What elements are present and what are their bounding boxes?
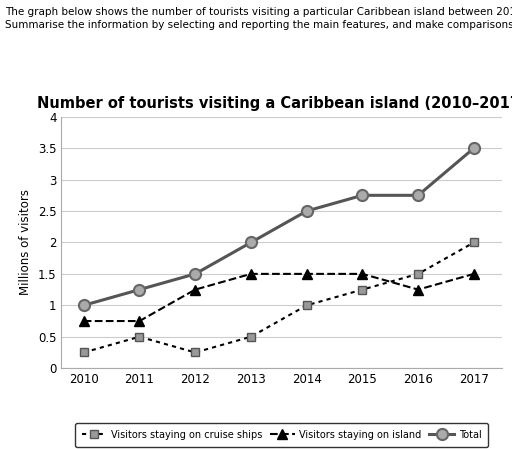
Y-axis label: Millions of visitors: Millions of visitors (19, 189, 32, 295)
Text: The graph below shows the number of tourists visiting a particular Caribbean isl: The graph below shows the number of tour… (5, 7, 512, 17)
Legend: Visitors staying on cruise ships, Visitors staying on island, Total: Visitors staying on cruise ships, Visito… (75, 423, 488, 447)
Text: Summarise the information by selecting and reporting the main features, and make: Summarise the information by selecting a… (5, 20, 512, 30)
Title: Number of tourists visiting a Caribbean island (2010–2017): Number of tourists visiting a Caribbean … (37, 97, 512, 111)
